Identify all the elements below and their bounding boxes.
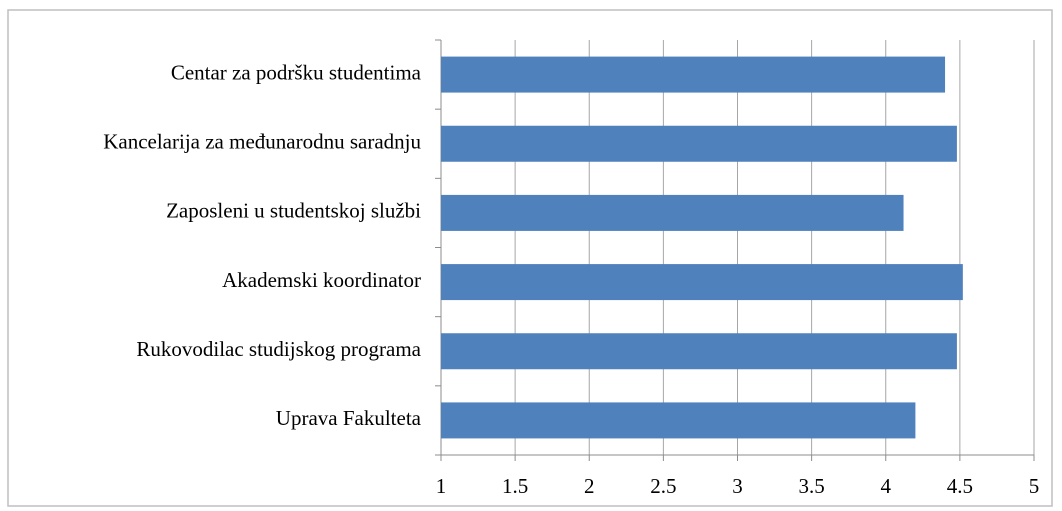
x-tick-label: 1.5 [502, 474, 528, 498]
bar [441, 194, 904, 231]
x-tick-label: 5 [1029, 474, 1040, 498]
chart-border [7, 9, 1053, 507]
x-tick-label: 3.5 [799, 474, 825, 498]
x-tick-label: 1 [436, 474, 447, 498]
y-tick-label: Akademski koordinator [222, 268, 421, 292]
y-tick-label: Uprava Fakulteta [276, 406, 422, 430]
x-tick-label: 3 [732, 474, 743, 498]
bar [441, 402, 916, 439]
x-tick-label: 4 [881, 474, 892, 498]
y-tick-label: Centar za podršku studentima [171, 60, 422, 84]
x-tick-label: 2 [584, 474, 595, 498]
x-tick-label: 2.5 [650, 474, 676, 498]
y-tick-label: Kancelarija za međunarodnu saradnju [103, 130, 421, 154]
bar [441, 56, 946, 93]
x-tick-label: 4.5 [947, 474, 973, 498]
bar [441, 125, 957, 162]
y-tick-label: Zaposleni u studentskoj službi [166, 199, 421, 223]
bar [441, 264, 963, 301]
y-tick-label: Rukovodilac studijskog programa [136, 337, 421, 361]
bar [441, 333, 957, 370]
